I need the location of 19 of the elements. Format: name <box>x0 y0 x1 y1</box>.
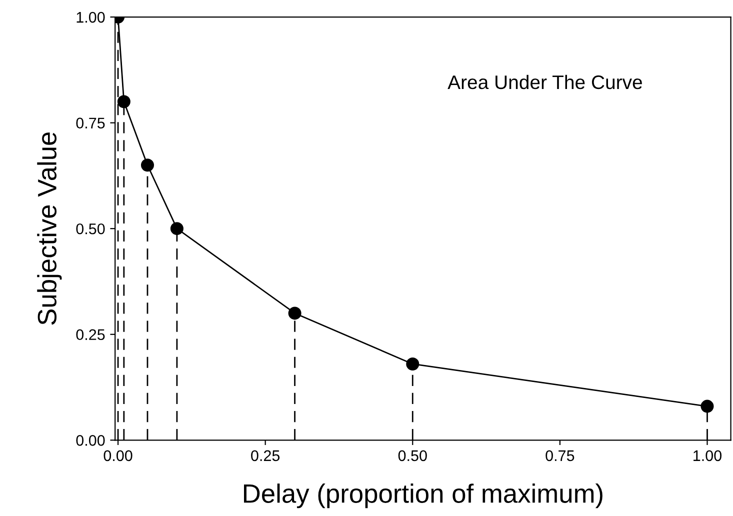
annotation: Area Under The Curve <box>448 74 642 90</box>
point <box>406 357 420 370</box>
x-tick-label: 1.00 <box>694 450 722 462</box>
y-tick-label: 0.50 <box>76 223 105 234</box>
y-tick-label: 0.25 <box>76 329 105 340</box>
x-axis-title: Delay (proportion of maximum) <box>244 484 602 508</box>
x-tick-label: 0.25 <box>251 450 280 462</box>
point <box>700 400 714 413</box>
y-tick-label: 1.00 <box>76 12 105 23</box>
point <box>117 95 130 108</box>
x-tick-label: 0.75 <box>546 450 574 462</box>
point <box>140 158 154 172</box>
y-axis-title: Subjective Value <box>37 132 62 325</box>
x-tick-label: 0.00 <box>104 450 132 462</box>
point <box>170 222 184 236</box>
y-tick-label: 0.00 <box>76 435 105 446</box>
point <box>288 306 302 320</box>
y-tick-label: 0.75 <box>76 118 105 128</box>
x-tick-label: 0.50 <box>398 450 427 462</box>
